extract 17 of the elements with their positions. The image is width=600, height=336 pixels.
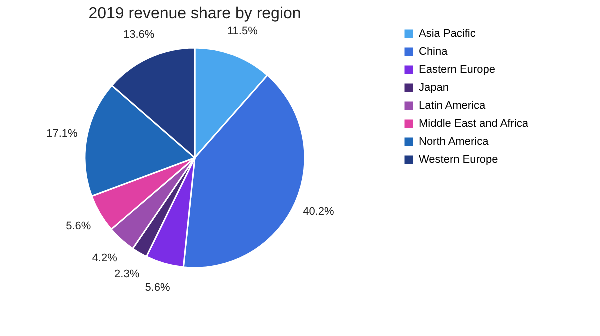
data-label: 5.6%	[66, 220, 92, 232]
legend-label: Japan	[419, 82, 449, 94]
legend-label: Asia Pacific	[419, 28, 476, 40]
chart-title: 2019 revenue share by region	[88, 6, 302, 23]
data-label: 4.2%	[92, 252, 118, 264]
data-label: 13.6%	[124, 29, 155, 42]
legend-label: Western Europe	[419, 154, 498, 166]
data-label: 2.3%	[114, 268, 140, 281]
legend-label: Eastern Europe	[419, 64, 496, 76]
data-label: 5.6%	[145, 282, 171, 294]
legend-label: North America	[419, 136, 490, 148]
data-label: 40.2%	[303, 206, 334, 218]
data-label: 11.5%	[227, 26, 258, 38]
legend-label: Latin America	[419, 100, 487, 112]
data-label: 17.1%	[46, 128, 78, 140]
legend-label: China	[419, 46, 449, 58]
legend-label: Middle East and Africa	[419, 118, 530, 130]
